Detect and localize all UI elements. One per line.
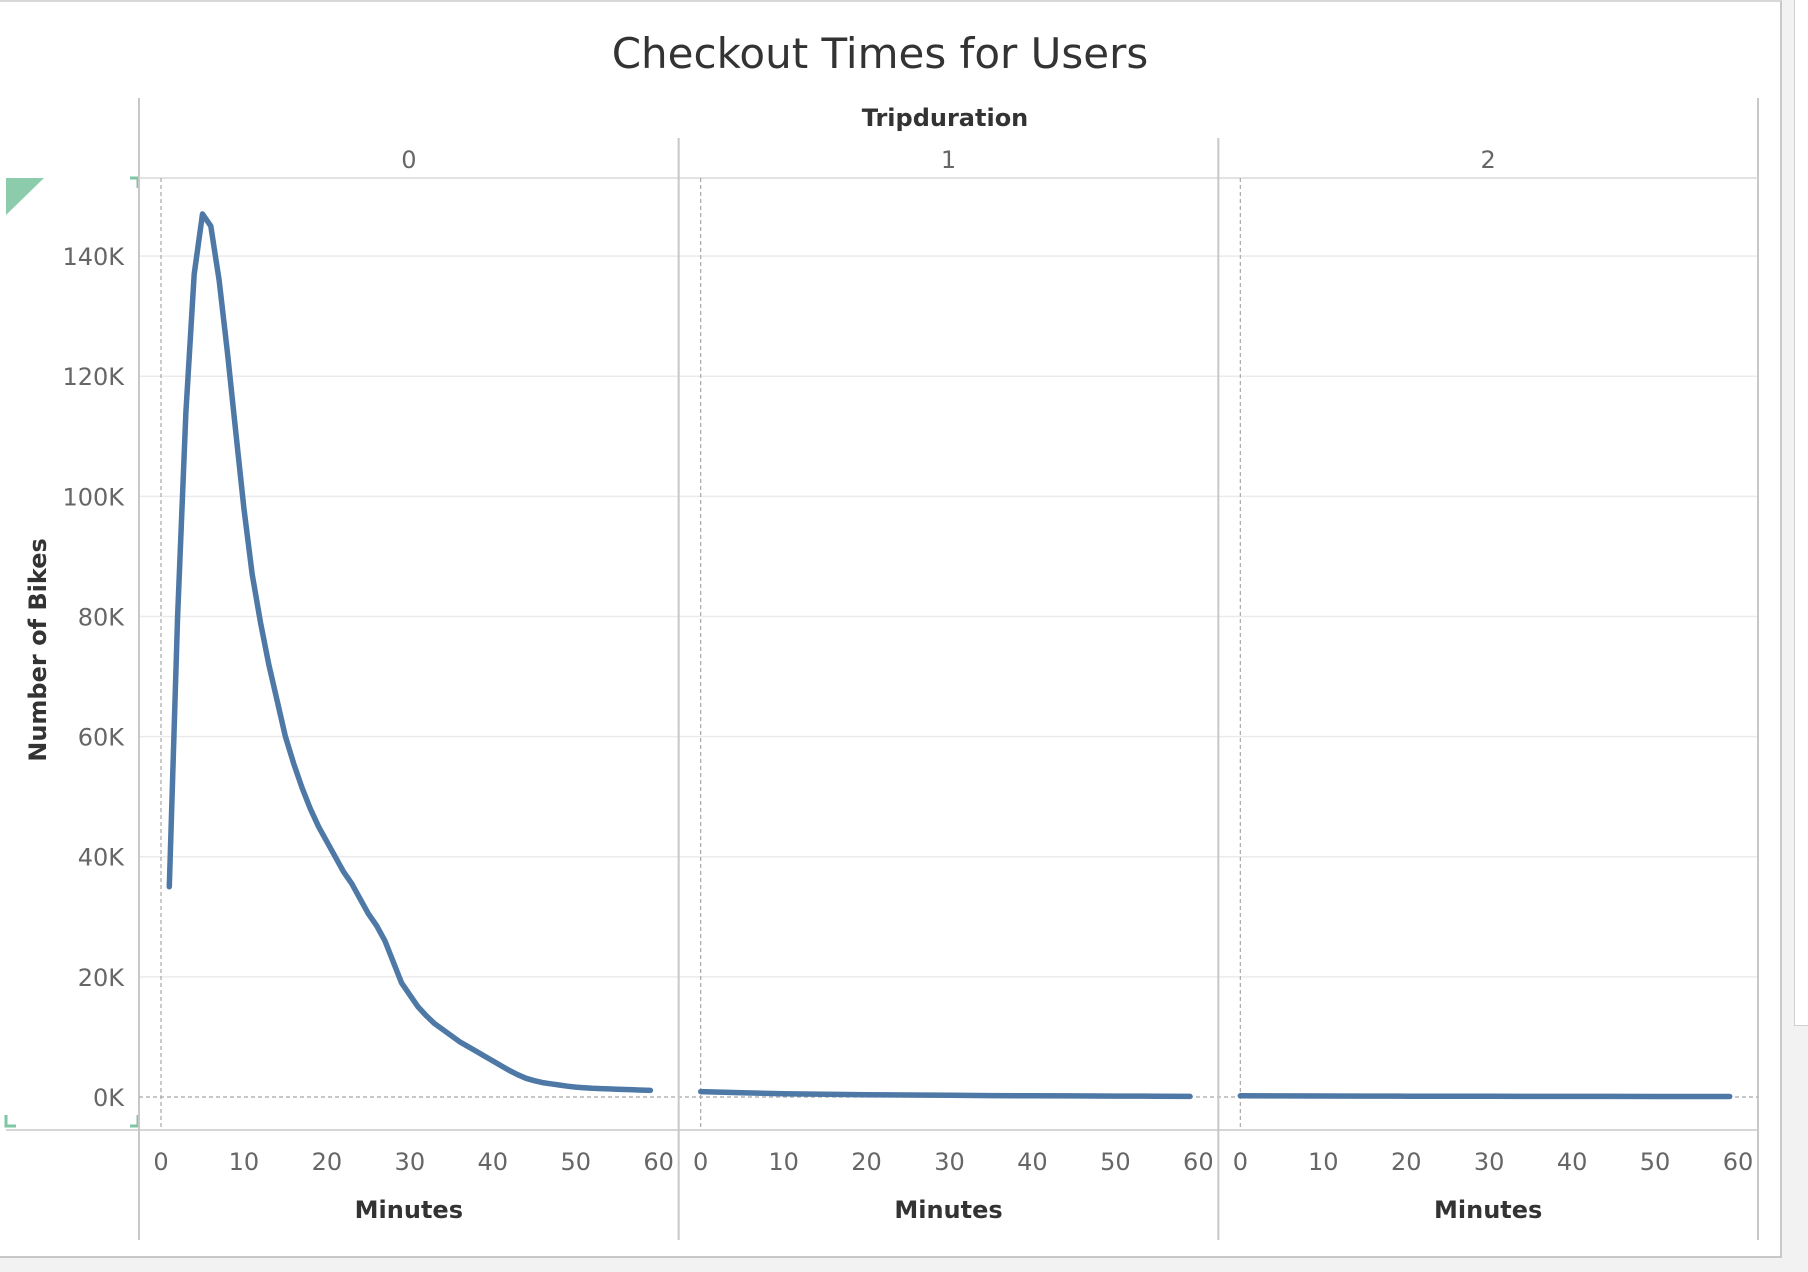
x-tick-label: 10 (1308, 1148, 1339, 1176)
x-tick-label: 30 (1474, 1148, 1505, 1176)
x-tick-label: 10 (229, 1148, 260, 1176)
x-tick-label: 40 (478, 1148, 509, 1176)
y-tick-label: 0K (93, 1084, 125, 1112)
column-dimension-title: Tripduration (862, 104, 1029, 132)
x-tick-label: 60 (1723, 1148, 1754, 1176)
corner-bracket-bottom-right (130, 1115, 140, 1128)
side-panel-edge (1794, 0, 1808, 1026)
panel-header: 0 (401, 146, 416, 174)
x-tick-label: 60 (643, 1148, 674, 1176)
x-tick-label: 50 (560, 1148, 591, 1176)
chart: Checkout Times for Users Tripduration Nu… (4, 29, 1759, 1240)
y-tick-label: 40K (78, 844, 126, 872)
x-tick-label: 40 (1017, 1148, 1048, 1176)
panel-header: 2 (1481, 146, 1496, 174)
y-tick-label: 100K (62, 483, 125, 511)
chart-title: Checkout Times for Users (612, 29, 1149, 78)
series-line (166, 211, 654, 1094)
x-tick-label: 50 (1100, 1148, 1131, 1176)
x-tick-label: 20 (851, 1148, 882, 1176)
x-tick-label: 20 (312, 1148, 343, 1176)
y-axis-title: Number of Bikes (24, 538, 52, 762)
x-tick-label: 0 (693, 1148, 708, 1176)
corner-bracket-bottom-left (4, 1115, 16, 1128)
x-tick-label: 50 (1640, 1148, 1671, 1176)
corner-bracket-top (130, 176, 140, 188)
x-tick-label: 60 (1183, 1148, 1214, 1176)
x-tick-label: 10 (768, 1148, 799, 1176)
x-tick-label: 40 (1557, 1148, 1588, 1176)
corner-triangle-icon (6, 178, 44, 215)
x-tick-label: 0 (1233, 1148, 1248, 1176)
x-tick-label: 20 (1391, 1148, 1422, 1176)
series-line (697, 1088, 1193, 1100)
x-axis-title: Minutes (894, 1196, 1002, 1224)
chart-frame (0, 0, 1782, 1258)
panel-header: 1 (941, 146, 956, 174)
x-tick-label: 0 (153, 1148, 168, 1176)
x-axis-title: Minutes (355, 1196, 463, 1224)
x-tick-label: 30 (395, 1148, 426, 1176)
y-tick-label: 140K (62, 243, 125, 271)
y-tick-label: 20K (78, 964, 126, 992)
y-tick-label: 120K (62, 363, 125, 391)
y-tick-label: 60K (78, 724, 126, 752)
x-tick-label: 30 (934, 1148, 965, 1176)
series-line (1237, 1093, 1733, 1100)
y-tick-label: 80K (78, 603, 126, 631)
x-axis-title: Minutes (1434, 1196, 1542, 1224)
